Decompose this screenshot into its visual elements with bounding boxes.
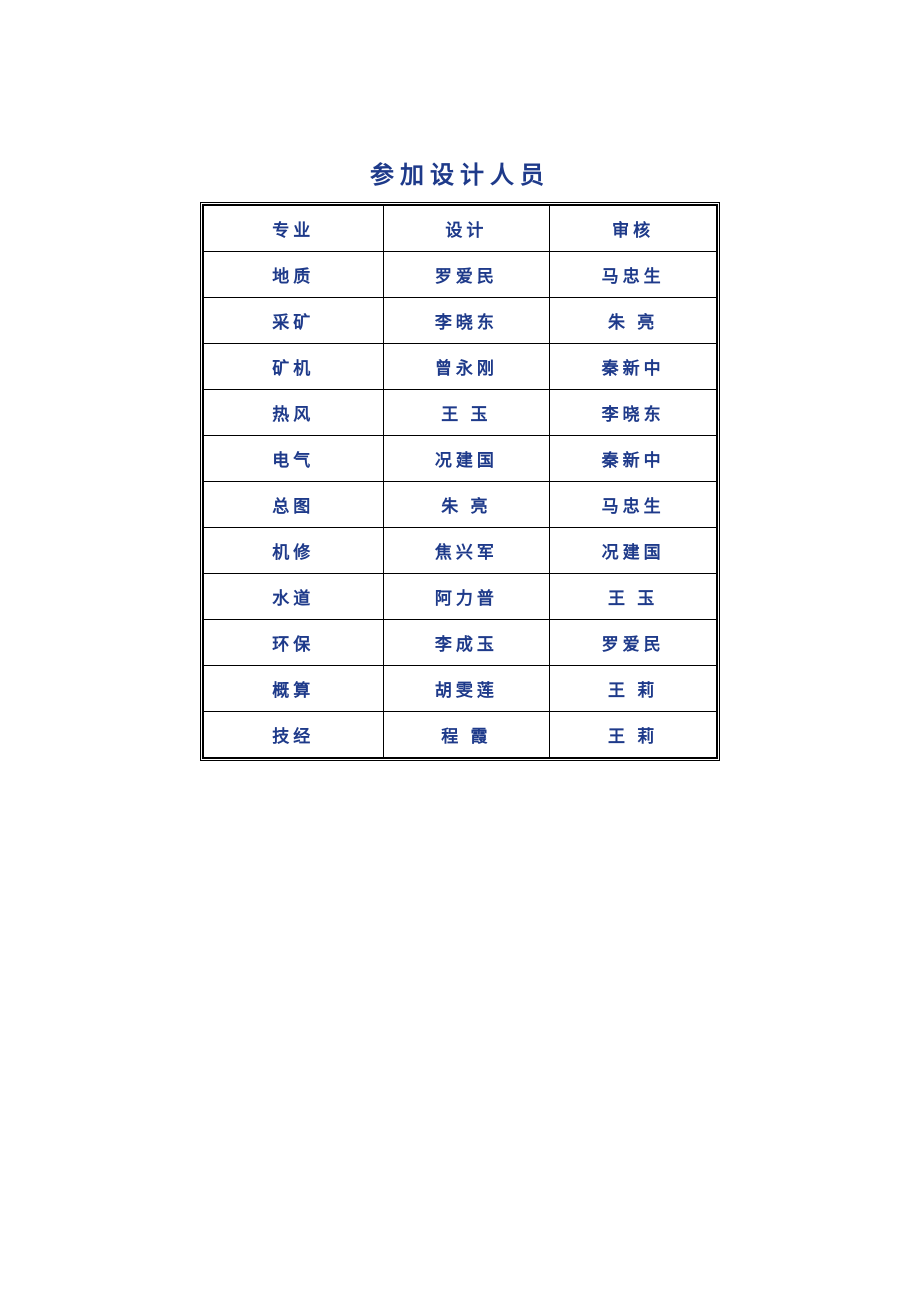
table-row: 地质 罗爱民 马忠生 bbox=[204, 252, 717, 298]
cell-reviewer: 秦新中 bbox=[550, 436, 717, 482]
cell-specialty: 机修 bbox=[204, 528, 384, 574]
page-title: 参加设计人员 bbox=[200, 155, 720, 190]
table-wrapper: 专业 设计 审核 地质 罗爱民 马忠生 采矿 李晓东 朱 亮 矿机 曾永刚 秦新… bbox=[200, 202, 720, 761]
cell-specialty: 电气 bbox=[204, 436, 384, 482]
cell-designer: 胡雯莲 bbox=[383, 666, 550, 712]
cell-reviewer: 王 玉 bbox=[550, 574, 717, 620]
cell-reviewer: 朱 亮 bbox=[550, 298, 717, 344]
document-container: 参加设计人员 专业 设计 审核 地质 罗爱民 马忠生 采矿 李晓东 朱 亮 矿机… bbox=[200, 155, 720, 761]
cell-designer: 朱 亮 bbox=[383, 482, 550, 528]
table-row: 电气 况建国 秦新中 bbox=[204, 436, 717, 482]
table-row: 水道 阿力普 王 玉 bbox=[204, 574, 717, 620]
cell-designer: 曾永刚 bbox=[383, 344, 550, 390]
cell-designer: 王 玉 bbox=[383, 390, 550, 436]
cell-specialty: 技经 bbox=[204, 712, 384, 758]
cell-specialty: 环保 bbox=[204, 620, 384, 666]
header-designer: 设计 bbox=[383, 206, 550, 252]
cell-reviewer: 马忠生 bbox=[550, 482, 717, 528]
table-row: 矿机 曾永刚 秦新中 bbox=[204, 344, 717, 390]
table-row: 概算 胡雯莲 王 莉 bbox=[204, 666, 717, 712]
table-row: 环保 李成玉 罗爱民 bbox=[204, 620, 717, 666]
cell-reviewer: 秦新中 bbox=[550, 344, 717, 390]
cell-reviewer: 王 莉 bbox=[550, 712, 717, 758]
cell-specialty: 地质 bbox=[204, 252, 384, 298]
header-specialty: 专业 bbox=[204, 206, 384, 252]
cell-reviewer: 罗爱民 bbox=[550, 620, 717, 666]
cell-reviewer: 况建国 bbox=[550, 528, 717, 574]
table-row: 机修 焦兴军 况建国 bbox=[204, 528, 717, 574]
table-header-row: 专业 设计 审核 bbox=[204, 206, 717, 252]
cell-designer: 况建国 bbox=[383, 436, 550, 482]
cell-reviewer: 李晓东 bbox=[550, 390, 717, 436]
cell-designer: 李晓东 bbox=[383, 298, 550, 344]
cell-reviewer: 王 莉 bbox=[550, 666, 717, 712]
cell-designer: 阿力普 bbox=[383, 574, 550, 620]
cell-specialty: 概算 bbox=[204, 666, 384, 712]
cell-designer: 程 霞 bbox=[383, 712, 550, 758]
cell-reviewer: 马忠生 bbox=[550, 252, 717, 298]
cell-specialty: 矿机 bbox=[204, 344, 384, 390]
table-row: 采矿 李晓东 朱 亮 bbox=[204, 298, 717, 344]
cell-specialty: 采矿 bbox=[204, 298, 384, 344]
cell-designer: 李成玉 bbox=[383, 620, 550, 666]
personnel-table: 专业 设计 审核 地质 罗爱民 马忠生 采矿 李晓东 朱 亮 矿机 曾永刚 秦新… bbox=[203, 205, 717, 758]
cell-specialty: 水道 bbox=[204, 574, 384, 620]
header-reviewer: 审核 bbox=[550, 206, 717, 252]
table-row: 热风 王 玉 李晓东 bbox=[204, 390, 717, 436]
table-row: 总图 朱 亮 马忠生 bbox=[204, 482, 717, 528]
cell-specialty: 热风 bbox=[204, 390, 384, 436]
cell-designer: 罗爱民 bbox=[383, 252, 550, 298]
cell-designer: 焦兴军 bbox=[383, 528, 550, 574]
cell-specialty: 总图 bbox=[204, 482, 384, 528]
table-row: 技经 程 霞 王 莉 bbox=[204, 712, 717, 758]
